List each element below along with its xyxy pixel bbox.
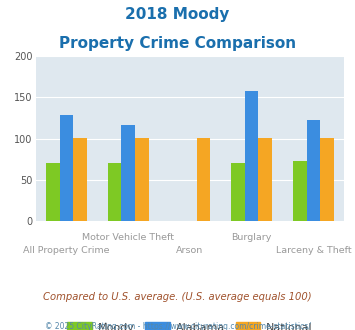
Bar — [73, 138, 87, 221]
Bar — [135, 138, 148, 221]
Bar — [293, 161, 307, 221]
Bar — [46, 162, 60, 221]
Bar — [320, 138, 334, 221]
Bar — [258, 138, 272, 221]
Legend: Moody, Alabama, National: Moody, Alabama, National — [63, 317, 317, 330]
Bar — [121, 124, 135, 221]
Text: Compared to U.S. average. (U.S. average equals 100): Compared to U.S. average. (U.S. average … — [43, 292, 312, 302]
Bar — [307, 120, 320, 221]
Text: Property Crime Comparison: Property Crime Comparison — [59, 36, 296, 51]
Bar — [60, 115, 73, 221]
Text: Larceny & Theft: Larceny & Theft — [275, 246, 351, 255]
Text: Burglary: Burglary — [231, 233, 272, 242]
Bar — [245, 91, 258, 221]
Text: © 2025 CityRating.com - https://www.cityrating.com/crime-statistics/: © 2025 CityRating.com - https://www.city… — [45, 322, 310, 330]
Text: Motor Vehicle Theft: Motor Vehicle Theft — [82, 233, 174, 242]
Bar — [231, 163, 245, 221]
Text: Arson: Arson — [176, 246, 203, 255]
Bar — [108, 163, 121, 221]
Bar — [197, 138, 210, 221]
Text: 2018 Moody: 2018 Moody — [125, 7, 230, 21]
Text: All Property Crime: All Property Crime — [23, 246, 110, 255]
